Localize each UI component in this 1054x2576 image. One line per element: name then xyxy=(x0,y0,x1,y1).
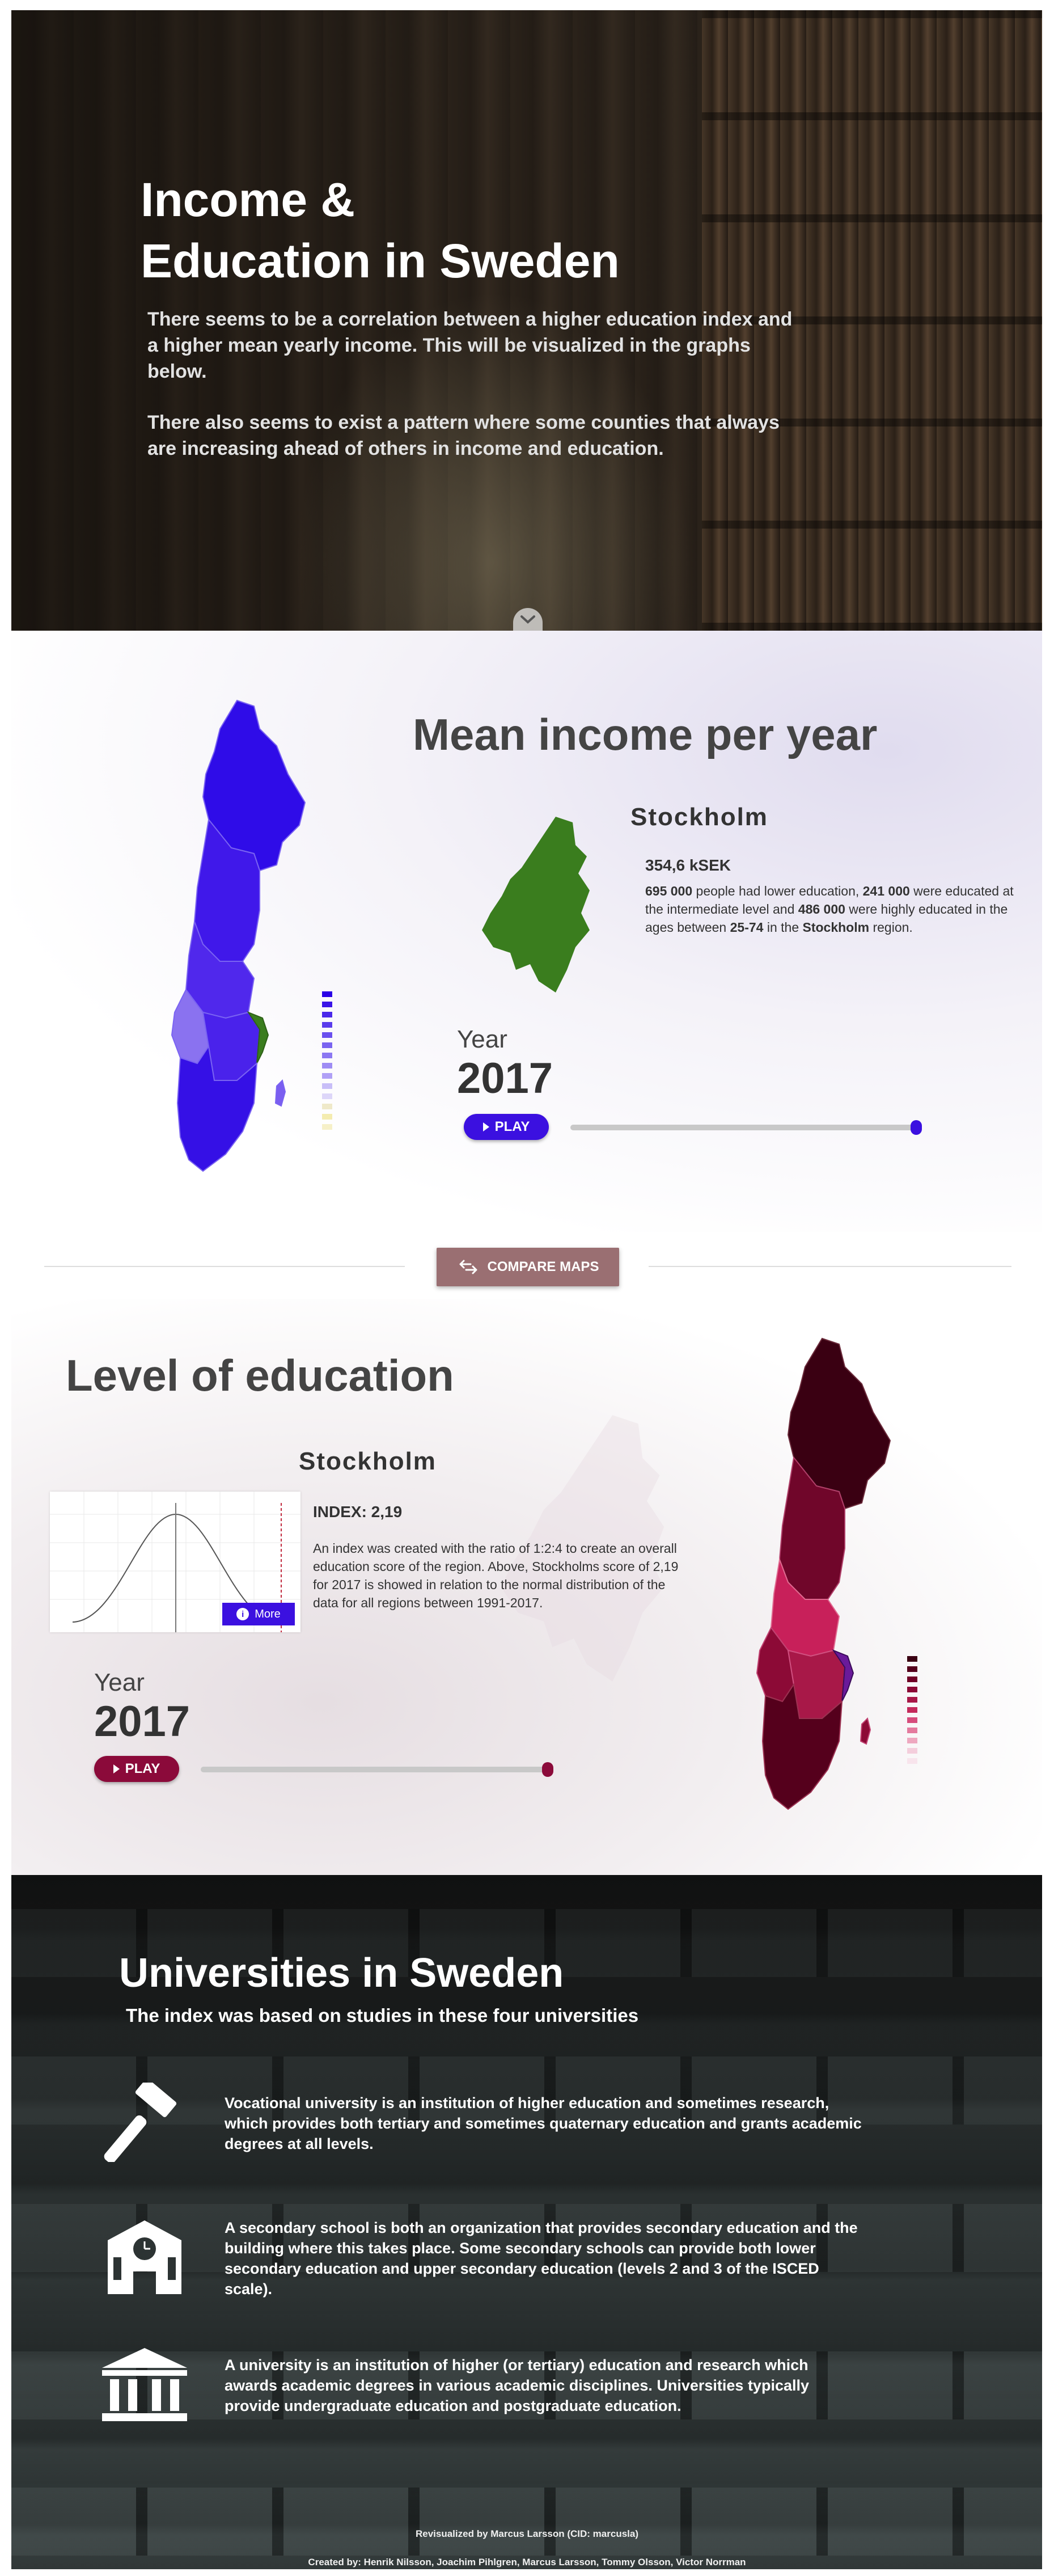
income-legend-swatch xyxy=(322,1073,332,1079)
universities-title: Universities in Sweden xyxy=(119,1950,564,1996)
sweden-income-map[interactable] xyxy=(146,695,328,1177)
education-legend-swatch xyxy=(907,1656,917,1662)
income-year-slider[interactable] xyxy=(570,1125,916,1130)
seat-row-1 xyxy=(11,1909,1042,1977)
high-education-count: 486 000 xyxy=(798,902,845,917)
income-play-label: PLAY xyxy=(494,1119,530,1134)
divider-left xyxy=(44,1266,405,1267)
hero-title-line1: Income & xyxy=(141,173,355,226)
education-year-label: Year xyxy=(94,1669,145,1696)
income-region-name: Stockholm xyxy=(630,803,768,831)
stockholm-background-map xyxy=(501,1415,664,1682)
income-legend-swatch xyxy=(322,1012,332,1017)
income-year-value: 2017 xyxy=(457,1054,553,1103)
income-title: Mean income per year xyxy=(413,710,878,759)
hero-section xyxy=(11,10,1042,631)
hero-title: Income & Education in Sweden xyxy=(141,169,708,292)
hammer-icon xyxy=(104,2083,177,2162)
play-icon xyxy=(482,1122,489,1131)
compare-maps-button[interactable]: COMPARE MAPS xyxy=(437,1248,619,1286)
more-label: More xyxy=(255,1607,281,1620)
sweden-edu-region-gotland[interactable] xyxy=(860,1717,871,1745)
intermediate-education-count: 241 000 xyxy=(862,884,910,898)
education-year-slider[interactable] xyxy=(201,1767,548,1772)
seat-row-2 xyxy=(11,2056,1042,2125)
seat-row-4 xyxy=(11,2351,1042,2419)
education-region-name: Stockholm xyxy=(299,1447,437,1475)
education-legend-swatch xyxy=(907,1758,917,1764)
hero-paragraph-2: There also seems to exist a pattern wher… xyxy=(147,412,780,459)
education-legend-swatch xyxy=(907,1676,917,1682)
education-map-legend xyxy=(907,1656,918,1768)
distribution-svg xyxy=(50,1492,300,1632)
education-legend-swatch xyxy=(907,1697,917,1703)
education-legend-swatch xyxy=(907,1728,917,1733)
footer-created: Created by: Henrik Nilsson, Joachim Pihl… xyxy=(308,2557,746,2567)
sweden-edu-region-south[interactable] xyxy=(761,1683,843,1810)
education-description: An index was created with the ratio of 1… xyxy=(313,1541,679,1610)
university-description-3: A university is an institution of higher… xyxy=(225,2357,809,2414)
hero-paragraph-1: There seems to be a correlation between … xyxy=(147,309,793,382)
income-legend-swatch xyxy=(322,1124,332,1130)
income-year-label: Year xyxy=(457,1025,507,1053)
education-legend-swatch xyxy=(907,1717,917,1723)
sweden-region-stockholm[interactable] xyxy=(247,1011,269,1064)
education-legend-swatch xyxy=(907,1738,917,1743)
income-legend-swatch xyxy=(322,1002,332,1007)
income-play-button[interactable]: PLAY xyxy=(464,1114,549,1140)
income-legend-swatch xyxy=(322,1032,332,1038)
university-icon xyxy=(102,2348,187,2421)
university-description-1: Vocational university is an institution … xyxy=(225,2094,862,2152)
sweden-edu-region-stockholm[interactable] xyxy=(832,1649,854,1702)
income-legend-swatch xyxy=(322,1063,332,1069)
divider-right xyxy=(649,1266,1011,1267)
income-legend-swatch xyxy=(322,1022,332,1028)
income-description: 695 000 people had lower education, 241 … xyxy=(645,884,1014,935)
education-play-button[interactable]: PLAY xyxy=(94,1756,179,1782)
compare-maps-label: COMPARE MAPS xyxy=(487,1259,599,1274)
income-slider-thumb[interactable] xyxy=(911,1120,922,1135)
seat-row-5 xyxy=(11,2488,1042,2556)
education-slider-thumb[interactable] xyxy=(542,1762,553,1777)
scroll-down-button[interactable] xyxy=(513,608,543,631)
income-map-legend xyxy=(322,991,333,1134)
sweden-region-gotland[interactable] xyxy=(274,1079,286,1107)
income-legend-swatch xyxy=(322,991,332,997)
income-legend-swatch xyxy=(322,1114,332,1120)
education-play-label: PLAY xyxy=(125,1761,160,1776)
education-title: Level of education xyxy=(66,1350,454,1400)
region-name-inline: Stockholm xyxy=(802,920,870,935)
play-icon xyxy=(113,1764,120,1773)
university-description-2: A secondary school is both an organizati… xyxy=(225,2219,858,2298)
hero-title-line2: Education in Sweden xyxy=(141,234,620,288)
income-legend-swatch xyxy=(322,1093,332,1099)
income-legend-swatch xyxy=(322,1104,332,1109)
school-icon xyxy=(108,2220,181,2294)
lower-education-count: 695 000 xyxy=(645,884,693,898)
education-legend-swatch xyxy=(907,1748,917,1754)
education-legend-swatch xyxy=(907,1666,917,1672)
info-icon: i xyxy=(236,1608,249,1620)
income-legend-swatch xyxy=(322,1083,332,1089)
age-range: 25-74 xyxy=(730,920,764,935)
footer-revisualized: Revisualized by Marcus Larsson (CID: mar… xyxy=(415,2528,639,2539)
stockholm-region-map xyxy=(482,817,590,993)
income-value: 354,6 kSEK xyxy=(645,856,731,874)
sweden-education-map[interactable] xyxy=(731,1333,913,1815)
education-index: INDEX: 2,19 xyxy=(313,1503,403,1521)
universities-section xyxy=(11,1875,1042,2569)
seat-row-3 xyxy=(11,2204,1042,2272)
library-floor-light xyxy=(295,290,692,631)
swap-arrows-icon xyxy=(459,1260,477,1274)
bookshelf-background xyxy=(702,10,1042,631)
more-info-button[interactable]: i More xyxy=(222,1603,295,1625)
sweden-region-south[interactable] xyxy=(176,1045,258,1172)
education-legend-swatch xyxy=(907,1687,917,1692)
income-legend-swatch xyxy=(322,1053,332,1058)
universities-subtitle: The index was based on studies in these … xyxy=(126,2005,639,2026)
income-legend-swatch xyxy=(322,1042,332,1048)
chevron-down-icon xyxy=(520,615,535,624)
education-year-value: 2017 xyxy=(94,1697,191,1746)
education-legend-swatch xyxy=(907,1707,917,1713)
